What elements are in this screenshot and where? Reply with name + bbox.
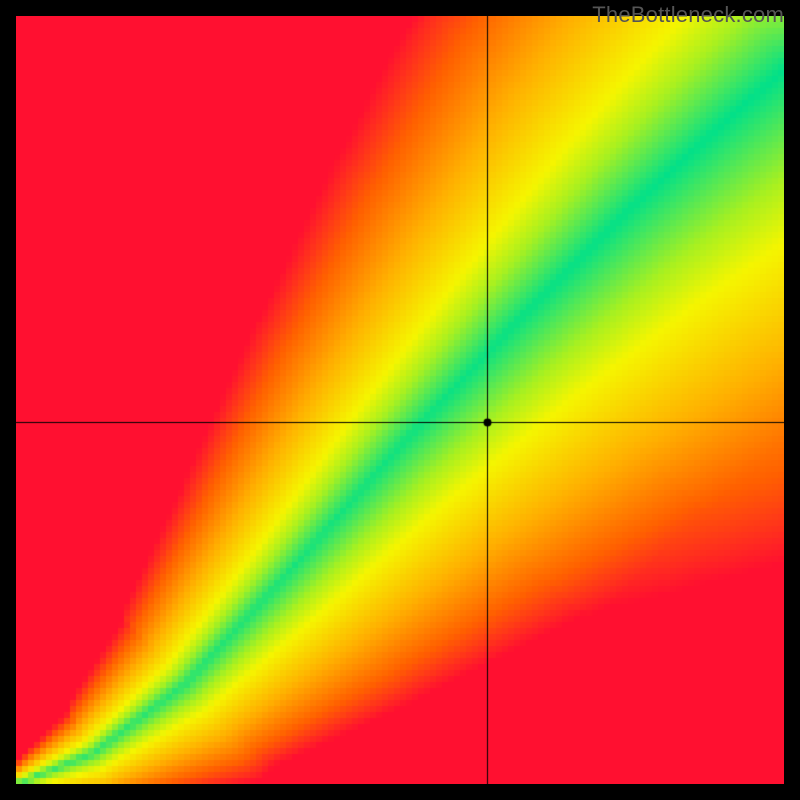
bottleneck-heatmap-canvas [16, 16, 784, 784]
bottleneck-heatmap-frame: TheBottleneck.com [0, 0, 800, 800]
watermark-text: TheBottleneck.com [592, 2, 784, 28]
